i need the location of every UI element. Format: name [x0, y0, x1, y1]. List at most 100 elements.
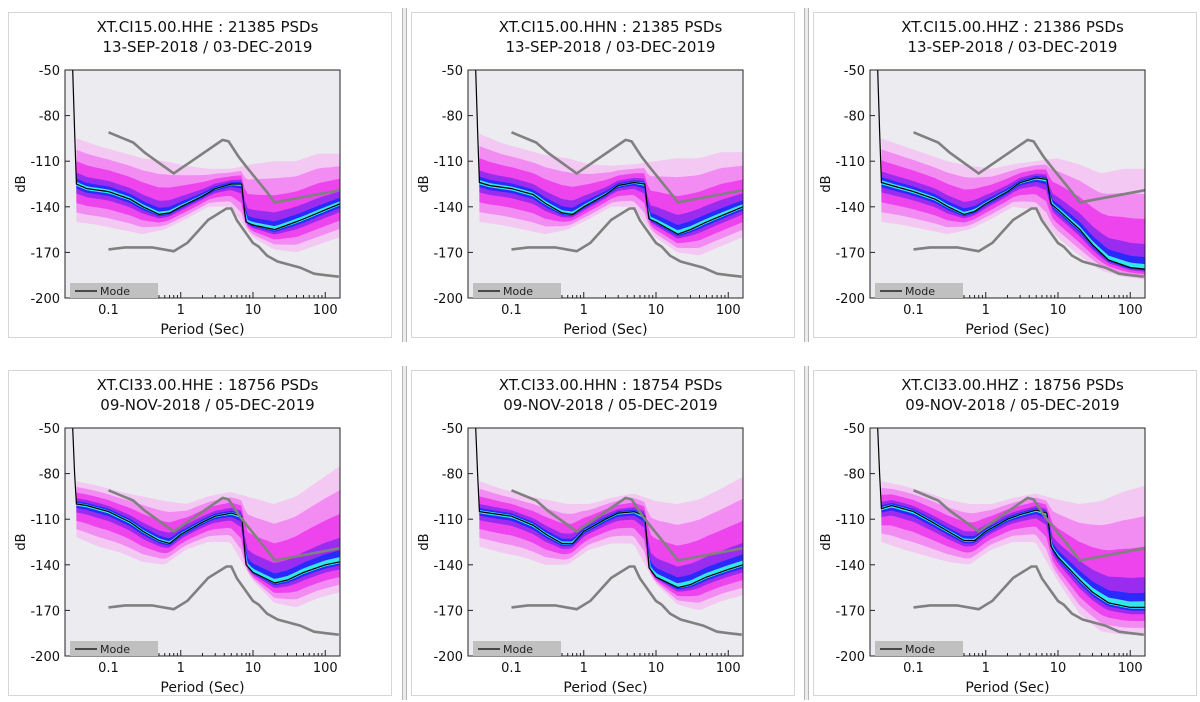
y-tick-label: -200: [433, 650, 463, 665]
plot-content: [72, 70, 340, 278]
plot-content: [72, 428, 340, 636]
y-axis-label: dB: [14, 533, 29, 550]
y-tick-label: -50: [844, 422, 865, 437]
pdf-band-2: [881, 149, 1145, 278]
y-tick-label: -140: [835, 201, 865, 216]
y-tick-label: -170: [30, 246, 60, 261]
y-tick-label: -80: [39, 468, 60, 483]
x-tick-label: 100: [716, 303, 741, 318]
x-tick-label: 100: [313, 303, 338, 318]
x-tick-label: 100: [1118, 661, 1143, 676]
psd-chart-b-hhe: XT.CI33.00.HHE : 18756 PSDs 09-NOV-2018 /…: [14, 376, 341, 696]
legend: Mode: [875, 283, 963, 298]
nlnm-line: [511, 565, 742, 636]
x-tick-label: 100: [716, 661, 741, 676]
x-tick-label: 100: [313, 661, 338, 676]
y-tick-label: -110: [433, 513, 463, 528]
y-tick-label: -50: [442, 64, 463, 79]
x-tick-label: 1: [580, 661, 588, 676]
x-tick-label: 0.1: [501, 303, 522, 318]
pdf-band-4: [76, 498, 340, 588]
legend-box: [473, 641, 561, 656]
chart-subtitle: 09-NOV-2018 / 05-DEC-2019: [905, 396, 1119, 414]
x-axis-label: Period (Sec): [563, 322, 647, 338]
panel-b-hhe: XT.CI33.00.HHE : 18756 PSDs 09-NOV-2018 /…: [5, 368, 395, 698]
pdf-band-peak: [881, 177, 1145, 270]
y-tick-label: -80: [442, 110, 463, 125]
chart-title: XT.CI33.00.HHN : 18754 PSDs: [499, 376, 723, 394]
pdf-band-4: [881, 171, 1145, 272]
chart-title: XT.CI15.00.HHN : 21385 PSDs: [499, 18, 723, 36]
nlnm-line: [913, 565, 1144, 636]
y-tick-label: -200: [30, 650, 60, 665]
panel-separator: [402, 366, 407, 700]
x-tick-label: 0.1: [98, 303, 119, 318]
psd-chart-a-hhn: XT.CI15.00.HHN : 21385 PSDs 13-SEP-2018 /…: [417, 18, 744, 338]
y-axis-label: dB: [417, 175, 432, 192]
x-tick-label: 10: [245, 303, 262, 318]
chart-subtitle: 09-NOV-2018 / 05-DEC-2019: [100, 396, 314, 414]
y-tick-label: -80: [844, 110, 865, 125]
legend-label: Mode: [100, 643, 130, 656]
y-tick-label: -110: [30, 513, 60, 528]
y-tick-label: -200: [433, 292, 463, 307]
y-axis-label: dB: [819, 533, 834, 550]
y-tick-label: -140: [30, 559, 60, 574]
x-axis-label: Period (Sec): [965, 322, 1049, 338]
y-tick-label: -80: [39, 110, 60, 125]
y-axis-label: dB: [14, 175, 29, 192]
y-tick-label: -110: [835, 513, 865, 528]
chart-title: XT.CI15.00.HHZ : 21386 PSDs: [901, 18, 1124, 36]
legend-box: [70, 283, 158, 298]
pdf-band-5: [479, 176, 743, 236]
nlnm-line: [913, 207, 1144, 278]
x-tick-label: 1: [177, 303, 185, 318]
legend: Mode: [70, 641, 158, 656]
mode-line: [475, 428, 743, 589]
panel-b-hhn: XT.CI33.00.HHN : 18754 PSDs 09-NOV-2018 /…: [408, 368, 798, 698]
nlnm-line: [511, 207, 742, 278]
mode-line: [72, 70, 340, 231]
legend-label: Mode: [905, 643, 935, 656]
y-tick-label: -110: [433, 155, 463, 170]
chart-title: XT.CI15.00.HHE : 21385 PSDs: [97, 18, 319, 36]
x-tick-label: 1: [982, 303, 990, 318]
y-tick-label: -170: [30, 604, 60, 619]
x-tick-label: 10: [1050, 303, 1067, 318]
x-axis-label: Period (Sec): [563, 680, 647, 696]
legend: Mode: [473, 641, 561, 656]
chart-title: XT.CI33.00.HHE : 18756 PSDs: [97, 376, 319, 394]
legend-label: Mode: [503, 285, 533, 298]
psd-chart-a-hhe: XT.CI15.00.HHE : 21385 PSDs 13-SEP-2018 /…: [14, 18, 341, 338]
x-tick-label: 0.1: [501, 661, 522, 676]
x-tick-label: 0.1: [903, 661, 924, 676]
chart-subtitle: 09-NOV-2018 / 05-DEC-2019: [503, 396, 717, 414]
nhnm-line: [511, 131, 743, 204]
legend-label: Mode: [503, 643, 533, 656]
y-tick-label: -170: [835, 246, 865, 261]
legend-label: Mode: [100, 285, 130, 298]
panel-separator: [402, 8, 407, 342]
pdf-band-4: [479, 504, 743, 592]
pdf-band-4: [76, 172, 340, 235]
y-tick-label: -200: [835, 292, 865, 307]
x-tick-label: 10: [648, 303, 665, 318]
legend-label: Mode: [905, 285, 935, 298]
x-tick-label: 10: [648, 661, 665, 676]
panel-separator: [804, 366, 809, 700]
y-tick-label: -170: [835, 604, 865, 619]
plot-content: [877, 70, 1145, 280]
panel-b-hhz: XT.CI33.00.HHZ : 18756 PSDs 09-NOV-2018 /…: [810, 368, 1200, 698]
x-tick-label: 0.1: [903, 303, 924, 318]
nlnm-line: [108, 565, 339, 636]
y-tick-label: -110: [835, 155, 865, 170]
y-tick-label: -200: [835, 650, 865, 665]
legend-box: [875, 283, 963, 298]
y-tick-label: -140: [433, 201, 463, 216]
legend: Mode: [473, 283, 561, 298]
y-tick-label: -50: [39, 64, 60, 79]
panel-a-hhz: XT.CI15.00.HHZ : 21386 PSDs 13-SEP-2018 /…: [810, 10, 1200, 340]
mode-line: [877, 70, 1145, 270]
nhnm-line: [913, 489, 1145, 562]
y-tick-label: -80: [442, 468, 463, 483]
